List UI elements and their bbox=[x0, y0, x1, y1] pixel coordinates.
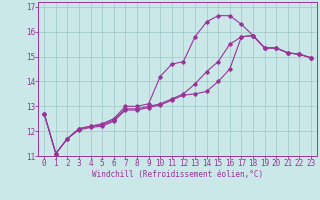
X-axis label: Windchill (Refroidissement éolien,°C): Windchill (Refroidissement éolien,°C) bbox=[92, 170, 263, 179]
